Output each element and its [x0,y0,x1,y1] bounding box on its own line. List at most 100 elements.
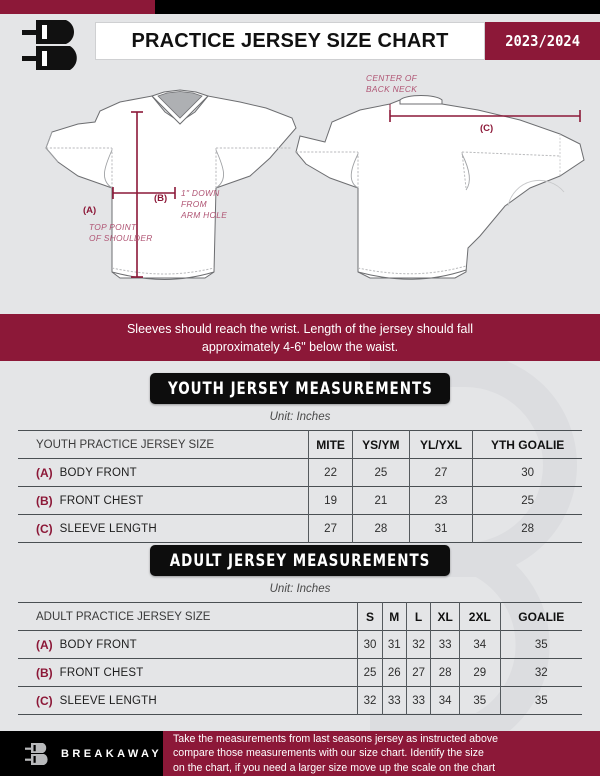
annotation-b-code: (B) [154,193,167,204]
youth-row-0-name: BODY FRONT [59,466,137,479]
footer-note-block: Take the measurements from last seasons … [163,731,600,776]
table-row: (B) FRONT CHEST 19 21 23 25 [18,486,582,515]
adult-row-0-value-1: 31 [381,630,407,659]
header: PRACTICE JERSEY SIZE CHART 2023/2024 [0,14,600,70]
top-strip-maroon [0,0,155,14]
annotation-a-code: (A) [83,205,96,216]
adult-row-2-code: (C) [36,693,53,708]
table-row: (B) FRONT CHEST 25 26 27 28 29 32 [18,658,582,687]
adult-header-col-2: L [405,602,432,631]
adult-row-1-value-3: 28 [430,658,461,687]
adult-row-2-value-3: 34 [430,686,461,715]
annotation-a-note-2: OF SHOULDER [89,233,153,243]
adult-row-1-value-4: 29 [459,658,501,687]
adult-row-1-value-1: 26 [381,658,407,687]
adult-row-2-value-5: 35 [499,686,582,715]
annotation-b-note-3: ARM HOLE [180,210,227,220]
jersey-diagrams: (B) (A) TOP POINT OF SHOULDER 1" DOWN FR… [0,66,600,311]
adult-row-2-value-0: 32 [357,686,383,715]
youth-unit-label: Unit: Inches [269,411,331,423]
footer-note-line-2: compare those measurements with our size… [173,747,484,760]
youth-row-1-value-3: 25 [472,486,582,515]
adult-header-col-5: GOALIE [499,602,582,631]
season-label: 2023/2024 [505,32,580,50]
adult-size-table: ADULT PRACTICE JERSEY SIZE S M L XL 2XL … [18,602,582,715]
youth-row-1-label: (B) FRONT CHEST [18,486,310,515]
youth-row-1-value-2: 23 [408,486,474,515]
youth-header-col-1: YS/YM [352,430,410,459]
adult-row-0-code: (A) [36,637,53,652]
footer-note-line-1: Take the measurements from last seasons … [173,732,499,745]
adult-header-col-3: XL [430,602,461,631]
youth-row-2-code: (C) [36,521,53,536]
adult-row-0-name: BODY FRONT [59,638,137,651]
adult-section-title: ADULT JERSEY MEASUREMENTS [150,545,450,576]
footer-brand-b-logo-icon [25,742,48,765]
fit-note-line-2: approximately 4-6" below the waist. [201,339,399,354]
footer-brand-name: BREAKAWAY [61,747,163,760]
footer-note-line-3: on the chart, if you need a larger size … [173,761,496,774]
youth-row-0-label: (A) BODY FRONT [18,458,310,487]
adult-table-header-row: ADULT PRACTICE JERSEY SIZE S M L XL 2XL … [18,602,582,631]
youth-header-col-3: YTH GOALIE [472,430,582,459]
adult-row-1-value-2: 27 [405,658,432,687]
annotation-b-note-2: FROM [181,199,207,209]
measure-line-a [131,111,143,278]
youth-header-first: YOUTH PRACTICE JERSEY SIZE [18,430,310,459]
fit-note-line-1: Sleeves should reach the wrist. Length o… [126,321,474,336]
top-strip-black [155,0,600,14]
adult-header-col-4: 2XL [459,602,501,631]
front-jersey-illustration [45,89,297,280]
adult-row-2-value-2: 33 [405,686,432,715]
annotation-c-note-1: CENTER OF [366,73,418,83]
adult-header-col-1: M [381,602,407,631]
youth-header-col-0: MITE [308,430,353,459]
table-row: (A) BODY FRONT 30 31 32 33 34 35 [18,630,582,659]
annotation-c-code: (C) [480,123,493,134]
youth-row-2-value-3: 28 [472,514,582,543]
youth-row-2-label: (C) SLEEVE LENGTH [18,514,310,543]
youth-row-2-value-1: 28 [352,514,410,543]
youth-table-header-row: YOUTH PRACTICE JERSEY SIZE MITE YS/YM YL… [18,430,582,459]
back-jersey-illustration [295,95,585,280]
adult-row-2-name: SLEEVE LENGTH [59,694,157,707]
adult-row-0-value-4: 34 [459,630,501,659]
youth-row-1-name: FRONT CHEST [59,494,144,507]
youth-row-0-value-1: 25 [352,458,410,487]
measure-line-b [112,187,176,199]
adult-header-col-0: S [357,602,383,631]
adult-row-1-name: FRONT CHEST [59,666,144,679]
youth-row-2-value-0: 27 [308,514,353,543]
youth-section-title: YOUTH JERSEY MEASUREMENTS [150,373,450,404]
youth-size-table: YOUTH PRACTICE JERSEY SIZE MITE YS/YM YL… [18,430,582,543]
youth-header-col-2: YL/YXL [408,430,474,459]
youth-row-2-name: SLEEVE LENGTH [59,522,157,535]
annotation-a-note-1: TOP POINT [89,222,137,232]
adult-row-1-value-0: 25 [357,658,383,687]
adult-row-1-label: (B) FRONT CHEST [18,658,359,687]
footer: BREAKAWAY Take the measurements from las… [0,731,600,776]
adult-row-2-label: (C) SLEEVE LENGTH [18,686,359,715]
youth-row-0-value-0: 22 [308,458,353,487]
youth-row-0-value-2: 27 [408,458,474,487]
youth-row-1-value-0: 19 [308,486,353,515]
footer-logo-block: BREAKAWAY [0,731,163,776]
footer-note-text: Take the measurements from last seasons … [163,732,502,776]
adult-row-1-code: (B) [36,665,53,680]
annotation-c-note-2: BACK NECK [366,84,417,94]
brand-b-logo-icon [22,20,77,70]
table-row: (C) SLEEVE LENGTH 27 28 31 28 [18,514,582,543]
youth-row-0-code: (A) [36,465,53,480]
adult-row-2-value-4: 35 [459,686,501,715]
adult-section-title-label: ADULT JERSEY MEASUREMENTS [169,550,431,571]
youth-row-2-value-2: 31 [408,514,474,543]
top-accent-strip [0,0,600,14]
youth-row-1-code: (B) [36,493,53,508]
table-row: (A) BODY FRONT 22 25 27 30 [18,458,582,487]
adult-row-0-value-5: 35 [499,630,582,659]
adult-row-0-value-0: 30 [357,630,383,659]
annotation-b-note-1: 1" DOWN [181,188,220,198]
adult-row-0-value-3: 33 [430,630,461,659]
adult-row-2-value-1: 33 [381,686,407,715]
